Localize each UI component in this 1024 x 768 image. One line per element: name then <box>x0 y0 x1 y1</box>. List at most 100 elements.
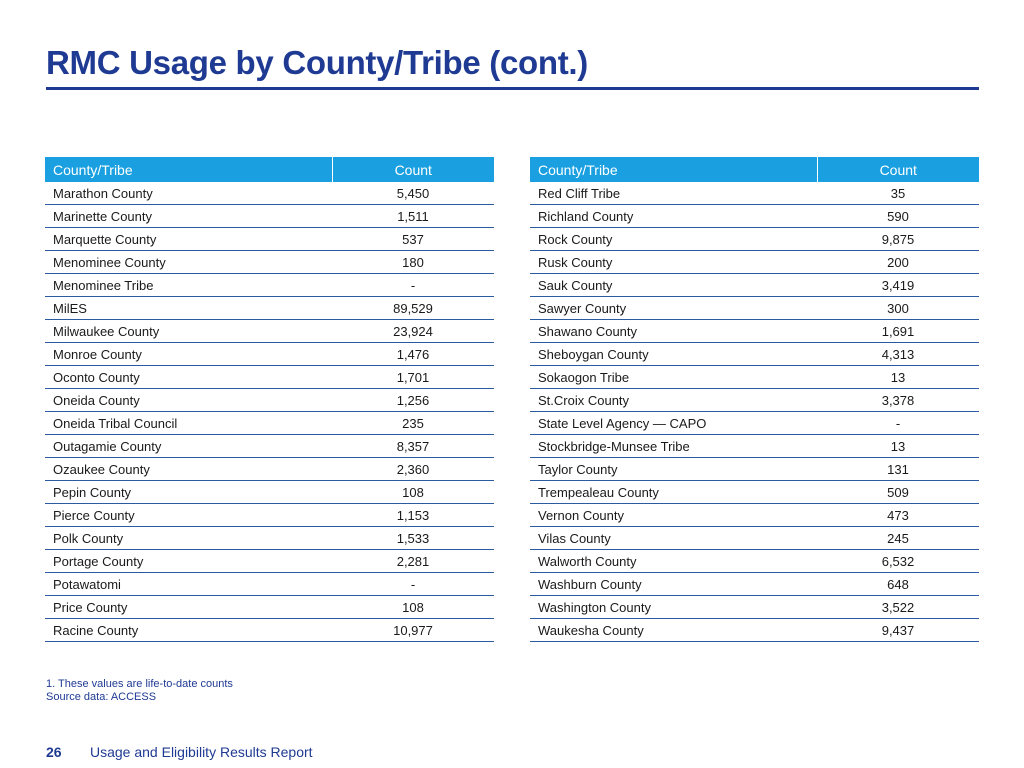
county-tribe-cell: Ozaukee County <box>45 457 332 481</box>
county-tribe-cell: Waukesha County <box>530 618 817 642</box>
table-row: Washington County 3,522 <box>530 595 979 619</box>
table-row: Sheboygan County 4,313 <box>530 342 979 366</box>
county-tribe-cell: Richland County <box>530 204 817 228</box>
county-tribe-cell: Polk County <box>45 526 332 550</box>
footnote-life-to-date: 1. These values are life-to-date counts <box>46 678 233 690</box>
table-row: Ozaukee County 2,360 <box>45 457 494 481</box>
table-row: Sawyer County 300 <box>530 296 979 320</box>
county-tribe-cell: Menominee County <box>45 250 332 274</box>
county-tribe-cell: Racine County <box>45 618 332 642</box>
county-tribe-cell: Walworth County <box>530 549 817 573</box>
report-title: Usage and Eligibility Results Report <box>90 744 313 760</box>
table-row: Walworth County 6,532 <box>530 549 979 573</box>
count-cell: 648 <box>817 572 979 596</box>
table-row: Sauk County 3,419 <box>530 273 979 297</box>
table-row: Oneida Tribal Council 235 <box>45 411 494 435</box>
count-cell: - <box>332 273 494 297</box>
county-tribe-cell: Outagamie County <box>45 434 332 458</box>
page-number: 26 <box>46 744 62 760</box>
table-row: Waukesha County 9,437 <box>530 618 979 642</box>
count-cell: 4,313 <box>817 342 979 366</box>
table-row: Menominee Tribe - <box>45 273 494 297</box>
count-cell: 5,450 <box>332 182 494 205</box>
count-cell: 1,511 <box>332 204 494 228</box>
table-row: Shawano County 1,691 <box>530 319 979 343</box>
table-row: Portage County 2,281 <box>45 549 494 573</box>
county-tribe-cell: Sawyer County <box>530 296 817 320</box>
county-tribe-cell: Shawano County <box>530 319 817 343</box>
title-underline <box>46 87 979 90</box>
table-row: Washburn County 648 <box>530 572 979 596</box>
county-tribe-cell: Vernon County <box>530 503 817 527</box>
county-table-right: County/Tribe Count Red Cliff Tribe 35 Rich… <box>530 157 979 642</box>
count-cell: 1,701 <box>332 365 494 389</box>
count-cell: 509 <box>817 480 979 504</box>
table-row: Price County 108 <box>45 595 494 619</box>
county-tribe-cell: Sokaogon Tribe <box>530 365 817 389</box>
count-cell: - <box>332 572 494 596</box>
footnotes: 1. These values are life-to-date counts … <box>46 678 233 704</box>
count-cell: 10,977 <box>332 618 494 642</box>
count-cell: 108 <box>332 595 494 619</box>
table-row: Rock County 9,875 <box>530 227 979 251</box>
page-footer: 26 Usage and Eligibility Results Report <box>46 744 313 760</box>
county-tribe-cell: Taylor County <box>530 457 817 481</box>
count-cell: 537 <box>332 227 494 251</box>
table-row: Richland County 590 <box>530 204 979 228</box>
count-cell: 3,419 <box>817 273 979 297</box>
county-tribe-cell: Vilas County <box>530 526 817 550</box>
footnote-source: Source data: ACCESS <box>46 691 157 703</box>
count-cell: 9,875 <box>817 227 979 251</box>
county-tribe-cell: Monroe County <box>45 342 332 366</box>
table-row: Taylor County 131 <box>530 457 979 481</box>
count-cell: 180 <box>332 250 494 274</box>
county-tribe-cell: Milwaukee County <box>45 319 332 343</box>
table-row: Vilas County 245 <box>530 526 979 550</box>
count-cell: 108 <box>332 480 494 504</box>
count-cell: 89,529 <box>332 296 494 320</box>
count-cell: 13 <box>817 365 979 389</box>
table-row: Oconto County 1,701 <box>45 365 494 389</box>
table-row: Polk County 1,533 <box>45 526 494 550</box>
table-row: Vernon County 473 <box>530 503 979 527</box>
county-tribe-cell: Pepin County <box>45 480 332 504</box>
table-row: Marquette County 537 <box>45 227 494 251</box>
county-tribe-cell: Rusk County <box>530 250 817 274</box>
count-cell: 13 <box>817 434 979 458</box>
count-cell: 200 <box>817 250 979 274</box>
column-header-county-tribe: County/Tribe <box>45 157 332 182</box>
count-cell: 590 <box>817 204 979 228</box>
county-tribe-cell: Red Cliff Tribe <box>530 182 817 205</box>
table-row: Pierce County 1,153 <box>45 503 494 527</box>
count-cell: 1,476 <box>332 342 494 366</box>
county-tribe-cell: Pierce County <box>45 503 332 527</box>
table-row: Sokaogon Tribe 13 <box>530 365 979 389</box>
county-tribe-cell: Stockbridge-Munsee Tribe <box>530 434 817 458</box>
county-tribe-cell: Portage County <box>45 549 332 573</box>
table-row: Rusk County 200 <box>530 250 979 274</box>
county-tribe-cell: State Level Agency — CAPO <box>530 411 817 435</box>
count-cell: 131 <box>817 457 979 481</box>
county-tribe-cell: Marquette County <box>45 227 332 251</box>
count-cell: 35 <box>817 182 979 205</box>
count-cell: 3,378 <box>817 388 979 412</box>
count-cell: 1,533 <box>332 526 494 550</box>
count-cell: 300 <box>817 296 979 320</box>
county-tribe-cell: Price County <box>45 595 332 619</box>
table-row: Pepin County 108 <box>45 480 494 504</box>
column-header-count: Count <box>816 157 979 182</box>
count-cell: 473 <box>817 503 979 527</box>
count-cell: 6,532 <box>817 549 979 573</box>
county-tribe-cell: Marathon County <box>45 182 332 205</box>
county-tribe-cell: Oneida Tribal Council <box>45 411 332 435</box>
count-cell: 23,924 <box>332 319 494 343</box>
count-cell: 8,357 <box>332 434 494 458</box>
table-row: Menominee County 180 <box>45 250 494 274</box>
count-cell: 1,153 <box>332 503 494 527</box>
table-row: Red Cliff Tribe 35 <box>530 182 979 205</box>
table-row: St.Croix County 3,378 <box>530 388 979 412</box>
county-tribe-cell: Rock County <box>530 227 817 251</box>
county-tribe-cell: MilES <box>45 296 332 320</box>
county-table-left: County/Tribe Count Marathon County 5,450 M… <box>45 157 494 642</box>
count-cell: 2,281 <box>332 549 494 573</box>
